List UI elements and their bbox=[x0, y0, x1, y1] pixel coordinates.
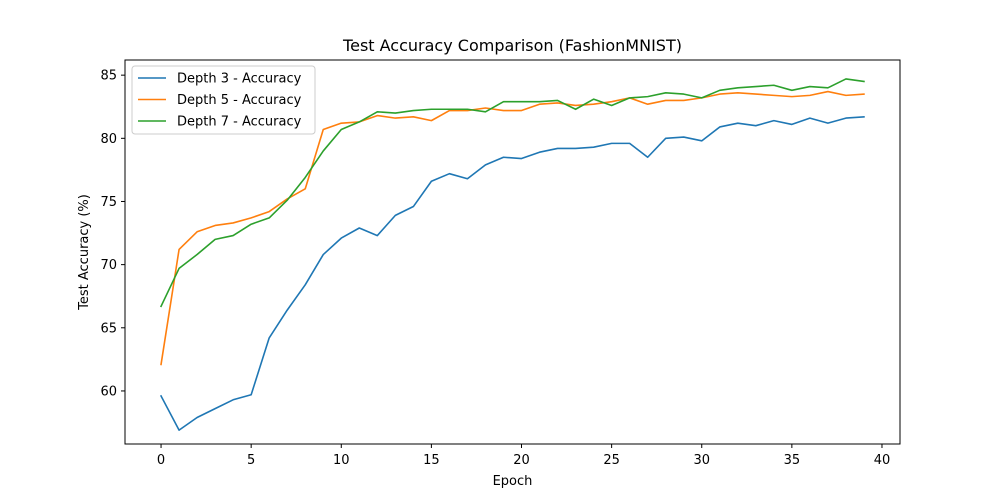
y-tick-label: 85 bbox=[100, 69, 117, 84]
legend: Depth 3 - Accuracy Depth 5 - Accuracy Dept… bbox=[131, 65, 316, 135]
x-tick-label: 20 bbox=[513, 453, 530, 468]
plot-area bbox=[124, 59, 901, 445]
x-tick-label: 40 bbox=[874, 453, 891, 468]
legend-label-1: Depth 3 - Accuracy bbox=[177, 72, 302, 87]
series-lines bbox=[159, 78, 865, 431]
x-axis-label: Epoch bbox=[493, 474, 533, 489]
x-axis: 0 5 10 15 20 25 30 35 40 bbox=[157, 444, 890, 468]
y-tick-label: 75 bbox=[100, 195, 117, 210]
chart-title: Test Accuracy Comparison (FashionMNIST) bbox=[342, 36, 682, 55]
x-tick-label: 5 bbox=[247, 453, 255, 468]
x-tick-label: 15 bbox=[423, 453, 440, 468]
y-axis-label: Test Accuracy (%) bbox=[77, 194, 92, 311]
y-tick-label: 80 bbox=[100, 132, 117, 147]
plot-frame bbox=[124, 59, 901, 445]
y-axis: 60 65 70 75 80 85 bbox=[100, 69, 125, 399]
series-line-3 bbox=[159, 78, 865, 308]
series-line-1 bbox=[159, 115, 865, 431]
x-tick-label: 0 bbox=[157, 453, 165, 468]
y-tick-label: 65 bbox=[100, 321, 117, 336]
legend-label-2: Depth 5 - Accuracy bbox=[177, 93, 302, 108]
legend-box bbox=[131, 65, 316, 135]
x-tick-label: 35 bbox=[784, 453, 801, 468]
x-tick-label: 10 bbox=[333, 453, 350, 468]
y-tick-label: 60 bbox=[100, 384, 117, 399]
x-tick-label: 25 bbox=[603, 453, 620, 468]
series-line-2 bbox=[160, 90, 865, 366]
x-tick-label: 30 bbox=[693, 453, 710, 468]
legend-label-3: Depth 7 - Accuracy bbox=[177, 115, 302, 130]
y-tick-label: 70 bbox=[100, 258, 117, 273]
